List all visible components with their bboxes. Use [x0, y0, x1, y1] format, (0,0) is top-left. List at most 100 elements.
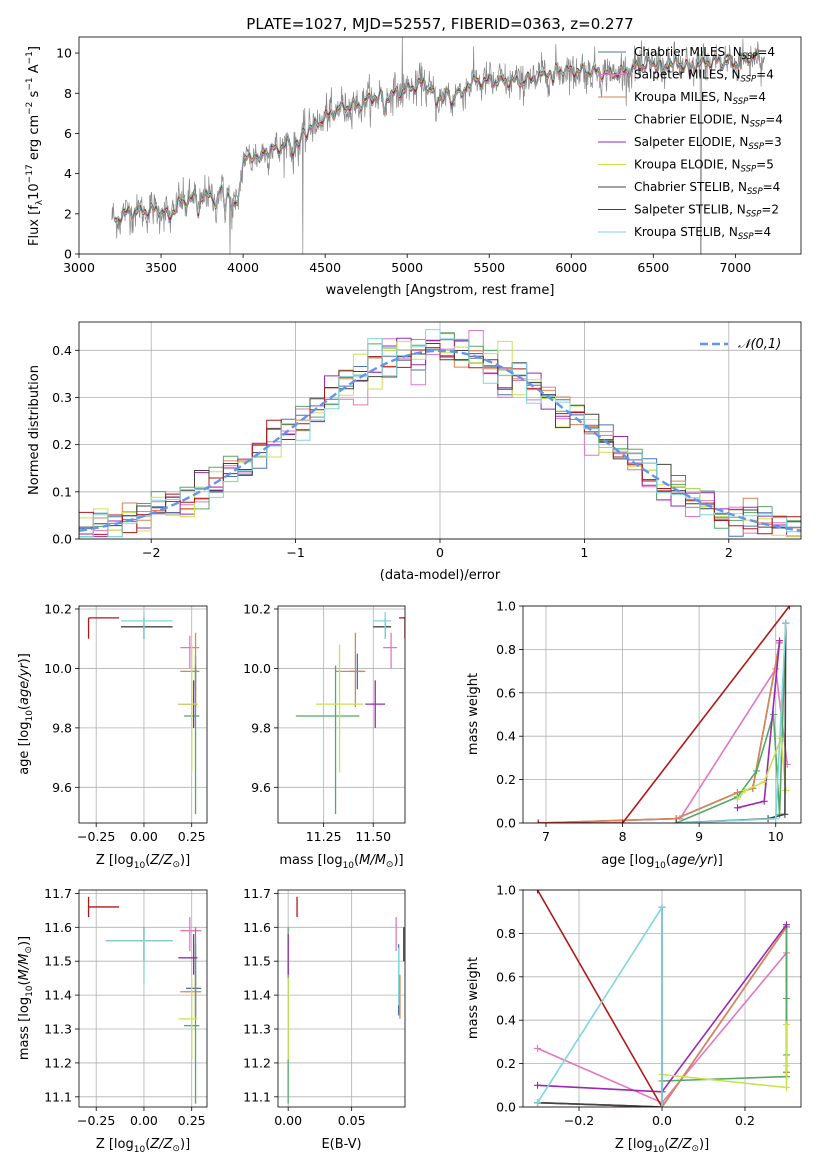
grid-lines [79, 890, 207, 1107]
legend: 𝒩(0,1) [700, 337, 781, 352]
weight-marker-6 [781, 810, 789, 818]
y-tick-label: 0.8 [496, 926, 516, 941]
y-tick-label: 11.4 [44, 988, 72, 1003]
panel-massweight-vs-age: 7 8 9 10 0.0 0.2 0.4 0.6 0.8 1.0 age [log10(age/yr… [466, 599, 802, 871]
weight-marker-3 [782, 995, 790, 1002]
hist-series-8 [79, 329, 801, 539]
y-tick-label: 0 [64, 247, 72, 262]
y-axis-label: Normed distribution [27, 365, 42, 495]
y-tick-label: 11.5 [44, 954, 72, 969]
x-tick-label: 3500 [145, 260, 177, 275]
plot-area [287, 896, 405, 1104]
legend-label-6: Chabrier STELIB, NSSP=4 [634, 180, 780, 197]
plot-area [79, 329, 801, 539]
x-axis-label: E(B-V) [321, 1137, 361, 1152]
y-tick-label: 0.2 [496, 1056, 516, 1071]
x-axis-label: Z [log10(Z/Z⊙)] [96, 1137, 190, 1155]
x-tick-label: 0.00 [274, 1113, 302, 1128]
y-axis-label: age [log10(age/yr)] [17, 653, 35, 775]
x-tick-label: 4000 [227, 260, 259, 275]
model-spectrum-8 [114, 48, 760, 221]
x-axis-label: age [log10(age/yr)] [601, 853, 723, 871]
x-tick-label: −0.25 [77, 829, 115, 844]
weight-marker-7 [534, 819, 542, 823]
y-tick-label: 8 [64, 86, 72, 101]
weight-marker-5 [733, 795, 741, 803]
axes-frame [78, 36, 802, 255]
y-tick-label: 10 [56, 46, 72, 61]
axes-frame [277, 889, 406, 1108]
weight-marker-5 [782, 1062, 790, 1070]
x-tick-label: 0.00 [130, 829, 158, 844]
normal-reference-curve [79, 349, 801, 532]
y-tick-label: 0.0 [52, 532, 72, 547]
y-tick-label: 11.4 [243, 988, 271, 1003]
y-tick-label: 11.3 [243, 1022, 271, 1037]
x-tick-label: 0.0 [652, 1113, 672, 1128]
legend-label-4: Salpeter ELODIE, NSSP=3 [634, 135, 782, 152]
x-tick-label: 5000 [391, 260, 423, 275]
weight-marker-5 [782, 1083, 790, 1091]
panel-spectrum: 3000 3500 4000 4500 5000 5500 6000 6500 7000 0 2 4 6… [25, 36, 802, 298]
y-axis-label: mass weight [466, 957, 481, 1039]
y-tick-label: 2 [64, 206, 72, 221]
y-tick-label: 11.1 [44, 1089, 72, 1104]
x-tick-label: −1 [286, 545, 304, 560]
axes-frame [522, 889, 802, 1108]
y-tick-label: 11.3 [44, 1022, 72, 1037]
hist-series-7 [79, 343, 801, 539]
weight-marker-5 [741, 786, 749, 794]
y-tick-label: 10.0 [44, 661, 72, 676]
x-tick-label: 5500 [473, 260, 505, 275]
weight-marker-5 [782, 1021, 790, 1029]
y-tick-label: 10.2 [44, 601, 72, 616]
weight-marker-8 [772, 815, 780, 823]
y-tick-label: 0.4 [496, 1013, 516, 1028]
weight-line-7 [538, 606, 791, 823]
y-tick-label: 9.8 [251, 720, 271, 735]
x-tick-label: −0.2 [564, 1113, 594, 1128]
legend-label-normal: 𝒩(0,1) [738, 337, 781, 352]
weight-marker-8 [658, 1103, 666, 1107]
x-tick-label: 0.25 [178, 1113, 206, 1128]
y-tick-label: 11.6 [44, 920, 72, 935]
y-tick-label: 11.7 [44, 886, 72, 901]
legend-label-2: Kroupa MILES, NSSP=4 [634, 90, 766, 107]
panel-residual-hist: −2 −1 0 1 2 0.0 0.1 0.2 0.3 0.4 (data-model)/error… [27, 321, 802, 583]
y-tick-label: 6 [64, 126, 72, 141]
plot-area [87, 896, 202, 1104]
y-tick-label: 9.6 [251, 780, 271, 795]
weight-line-2 [538, 642, 781, 823]
y-tick-label: 4 [64, 166, 72, 181]
y-tick-label: 9.6 [52, 780, 72, 795]
y-tick-label: 11.6 [243, 920, 271, 935]
y-tick-label: 0.1 [52, 484, 72, 499]
weight-line-0 [538, 642, 781, 823]
x-tick-label: 2 [725, 545, 733, 560]
y-tick-label: 0.4 [52, 343, 72, 358]
axes-frame [522, 605, 802, 824]
x-tick-label: −2 [142, 545, 160, 560]
panel-massweight-vs-Z: −0.2 0.0 0.2 0.0 0.2 0.4 0.6 0.8 1.0 Z [log10(Z/Z… [466, 883, 802, 1155]
grid-lines [278, 606, 405, 823]
weight-line-5 [661, 1024, 788, 1089]
axes-frame [78, 605, 208, 824]
weight-marker-8 [676, 819, 684, 823]
weight-marker-8 [782, 619, 790, 627]
y-tick-label: 0.2 [496, 772, 516, 787]
y-axis-label: mass [log10(M/M⊙)] [17, 936, 35, 1060]
x-tick-label: 0.25 [178, 829, 206, 844]
y-tick-label: 1.0 [496, 883, 516, 898]
y-tick-label: 9.8 [52, 720, 72, 735]
weight-marker-7 [786, 606, 794, 610]
legend: Chabrier MILES, NSSP=4 Salpeter MILES, NS… [598, 45, 783, 242]
y-tick-label: 0.0 [496, 1100, 516, 1115]
plot-area [534, 606, 794, 823]
x-tick-label: 6500 [637, 260, 669, 275]
panel-mass-vs-Z: −0.25 0.00 0.25 11.1 11.2 11.3 11.4 11.5 11.6 11.… [17, 886, 208, 1155]
x-axis-label: wavelength [Angstrom, rest frame] [326, 283, 555, 298]
y-tick-label: 0.3 [52, 390, 72, 405]
x-tick-label: 7000 [719, 260, 751, 275]
y-tick-label: 0.8 [496, 642, 516, 657]
